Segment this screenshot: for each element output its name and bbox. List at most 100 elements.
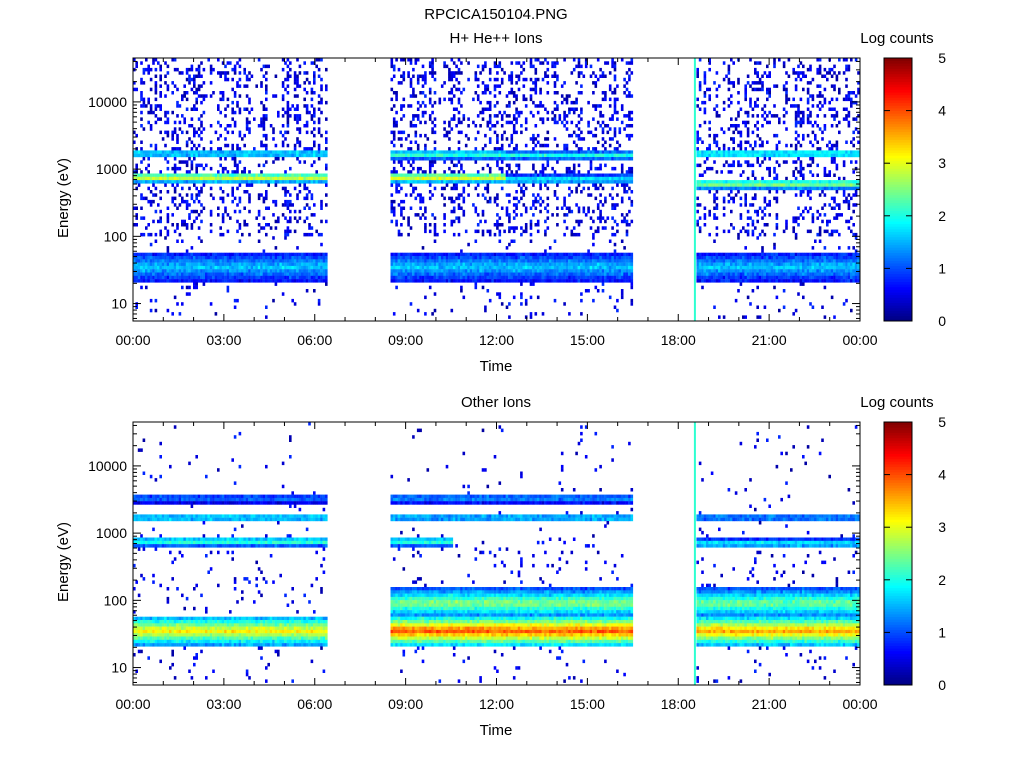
spectrogram-cell xyxy=(496,196,499,201)
spectrogram-cell xyxy=(289,262,292,267)
spectrogram-cell xyxy=(395,256,398,260)
spectrogram-cell xyxy=(171,259,174,263)
spectrogram-cell xyxy=(570,133,574,138)
spectrogram-cell xyxy=(293,216,297,220)
spectrogram-cell xyxy=(265,259,268,263)
spectrogram-cell xyxy=(200,275,203,280)
spectrogram-cell xyxy=(438,176,442,181)
spectrogram-cell xyxy=(462,173,466,177)
spectrogram-cell xyxy=(587,130,590,135)
spectrogram-cell xyxy=(606,157,610,161)
spectrogram-cell xyxy=(255,150,258,154)
spectrogram-cell xyxy=(149,190,153,194)
spectrogram-cell xyxy=(303,173,306,177)
spectrogram-cell xyxy=(262,120,266,125)
spectrogram-cell xyxy=(281,67,285,72)
spectrogram-cell xyxy=(392,124,396,128)
spectrogram-cell xyxy=(257,265,261,270)
spectrogram-cell xyxy=(592,147,595,151)
spectrogram-cell xyxy=(395,110,398,115)
spectrogram-cell xyxy=(613,265,617,270)
spectrogram-cell xyxy=(301,256,304,260)
spectrogram-cell xyxy=(140,170,143,174)
spectrogram-cell xyxy=(630,259,634,263)
spectrogram-cell xyxy=(195,186,198,191)
spectrogram-cell xyxy=(315,153,318,158)
spectrogram-cell xyxy=(539,265,542,270)
spectrogram-cell xyxy=(243,170,246,174)
spectrogram-cell xyxy=(298,262,302,267)
spectrogram-cell xyxy=(510,150,514,154)
spectrogram-cell xyxy=(431,176,434,181)
spectrogram-cell xyxy=(149,232,153,237)
spectrogram-cell xyxy=(207,259,210,263)
spectrogram-cell xyxy=(428,285,432,290)
spectrogram-cell xyxy=(173,173,177,177)
spectrogram-cell xyxy=(474,77,478,82)
spectrogram-cell xyxy=(421,246,425,250)
spectrogram-cell xyxy=(298,153,302,158)
spectrogram-cell xyxy=(462,150,466,154)
spectrogram-cell xyxy=(267,150,270,154)
spectrogram-cell xyxy=(308,190,311,194)
spectrogram-cell xyxy=(486,269,490,273)
spectrogram-cell xyxy=(703,252,707,257)
spectrogram-cell xyxy=(400,130,403,135)
spectrogram-cell xyxy=(310,114,314,118)
spectrogram-cell xyxy=(512,147,516,151)
spectrogram-cell xyxy=(226,104,230,108)
spectrogram-cell xyxy=(219,226,222,230)
spectrogram-cell xyxy=(433,140,437,144)
spectrogram-cell xyxy=(284,272,287,276)
spectrogram-cell xyxy=(599,157,602,161)
spectrogram-cell xyxy=(243,173,246,177)
spectrogram-cell xyxy=(279,269,282,273)
spectrogram-cell xyxy=(505,157,509,161)
spectrogram-cell xyxy=(407,262,410,267)
spectrogram-cell xyxy=(594,275,598,280)
spectrogram-cell xyxy=(505,150,509,154)
spectrogram-cell xyxy=(500,137,504,141)
spectrogram-cell xyxy=(171,196,174,201)
spectrogram-cell xyxy=(491,173,494,177)
spectrogram-cell xyxy=(563,176,566,181)
spectrogram-cell xyxy=(464,173,468,177)
spectrogram-cell xyxy=(474,279,478,283)
spectrogram-cell xyxy=(142,150,146,154)
spectrogram-cell xyxy=(277,256,280,260)
spectrogram-cell xyxy=(185,140,189,144)
spectrogram-cell xyxy=(243,269,246,273)
spectrogram-cell xyxy=(546,163,550,168)
spectrogram-cell xyxy=(613,249,617,253)
spectrogram-cell xyxy=(224,252,227,257)
spectrogram-cell xyxy=(606,252,610,257)
spectrogram-cell xyxy=(188,77,191,82)
spectrogram-cell xyxy=(575,124,578,128)
spectrogram-cell xyxy=(176,223,179,227)
spectrogram-cell xyxy=(589,272,593,276)
spectrogram-cell xyxy=(289,153,292,158)
spectrogram-cell xyxy=(474,275,478,280)
spectrogram-cell xyxy=(589,256,593,260)
spectrogram-cell xyxy=(572,170,576,174)
spectrogram-cell xyxy=(279,265,282,270)
spectrogram-cell xyxy=(515,170,518,174)
spectrogram-cell xyxy=(565,272,569,276)
spectrogram-cell xyxy=(527,153,530,158)
spectrogram-cell xyxy=(412,180,415,184)
spectrogram-cell xyxy=(236,153,239,158)
spectrogram-cell xyxy=(577,71,581,75)
spectrogram-cell xyxy=(431,180,434,184)
spectrogram-cell xyxy=(224,180,227,184)
spectrogram-cell xyxy=(392,180,396,184)
spectrogram-cell xyxy=(293,153,297,158)
spectrogram-cell xyxy=(257,262,261,267)
spectrogram-cell xyxy=(238,71,242,75)
spectrogram-cell xyxy=(452,279,456,283)
spectrogram-cell xyxy=(515,173,518,177)
spectrogram-cell xyxy=(510,252,514,257)
spectrogram-cell xyxy=(438,157,442,161)
spectrogram-cell xyxy=(701,275,704,280)
spectrogram-cell xyxy=(315,259,318,263)
spectrogram-cell xyxy=(596,77,600,82)
